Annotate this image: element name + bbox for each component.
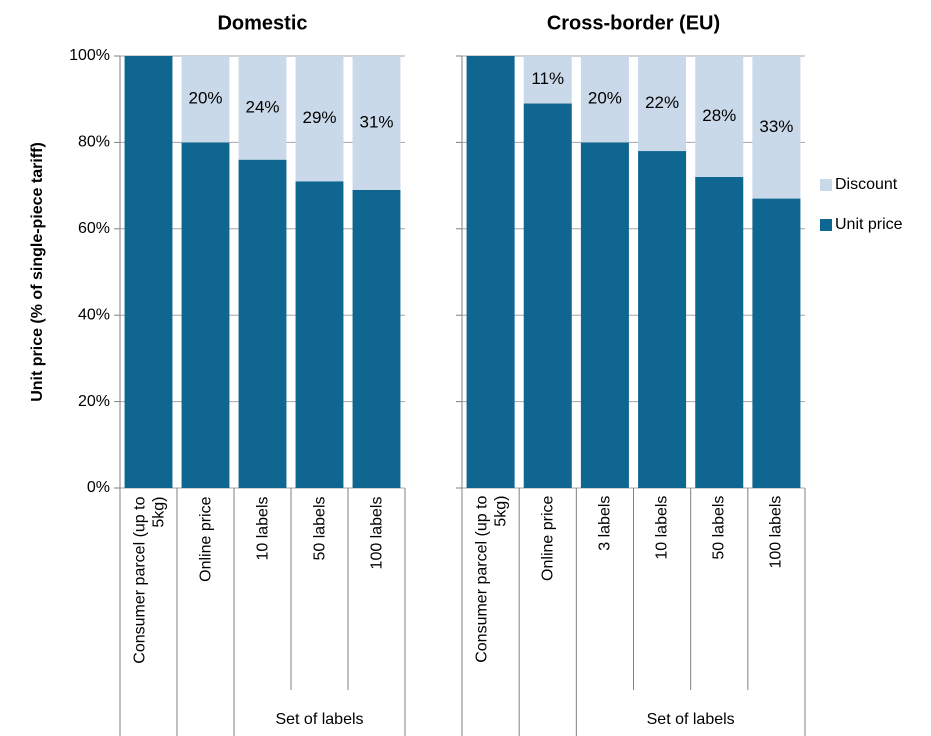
bar-segment <box>181 56 230 143</box>
x-tick-label: 50 labels <box>311 496 328 561</box>
x-tick-label: 3 labels <box>596 495 614 552</box>
bar-segment <box>638 56 687 152</box>
bar-segment <box>580 142 629 488</box>
x-tick-label: Consumer parcel (up to 5kg) <box>130 496 167 664</box>
data-label: 31% <box>359 112 393 131</box>
y-tick-label: 40% <box>78 306 110 323</box>
x-tick-label: Online price <box>197 496 214 582</box>
y-tick-label: 80% <box>78 134 110 151</box>
y-tick-label: 100% <box>69 47 110 64</box>
bar-segment <box>295 56 344 182</box>
bar-segment <box>352 189 401 489</box>
data-label: 29% <box>302 108 336 127</box>
data-label: 22% <box>645 93 679 112</box>
bar-segment <box>466 56 515 488</box>
bar-segment <box>523 103 572 489</box>
legend-label: Discount <box>835 176 898 193</box>
data-label: 20% <box>188 89 222 108</box>
y-axis-title: Unit price (% of single-piece tariff) <box>29 142 46 402</box>
x-tick-label: 10 labels <box>254 496 271 561</box>
bar-segment <box>695 56 744 177</box>
data-label: 20% <box>588 89 622 108</box>
x-tick-label: 100 labels <box>368 496 385 569</box>
y-tick-label: 60% <box>78 220 110 237</box>
bar-segment <box>752 198 801 488</box>
bar-segment <box>580 56 629 143</box>
x-tick-label: 50 labels <box>710 495 728 561</box>
data-label: 33% <box>759 117 793 136</box>
y-tick-label: 0% <box>87 479 110 496</box>
chart-title: Domestic <box>217 12 307 34</box>
bar-segment <box>695 176 744 488</box>
data-label: 11% <box>531 69 564 88</box>
bar-segment <box>238 159 287 488</box>
group-label: Set of labels <box>275 711 363 728</box>
bar-segment <box>523 56 572 104</box>
data-label: 24% <box>245 97 279 116</box>
y-tick-label: 20% <box>78 393 110 410</box>
legend-swatch <box>820 219 832 231</box>
bar-segment <box>295 181 344 488</box>
bar-segment <box>352 56 401 190</box>
data-label: 28% <box>702 106 736 125</box>
x-tick-label: 10 labels <box>653 495 671 561</box>
legend-swatch <box>820 179 832 191</box>
x-tick-label: Consumer parcel (up to 5kg) <box>472 495 509 664</box>
bar-segment <box>181 142 230 488</box>
group-label: Set of labels <box>647 711 735 728</box>
x-tick-label: Online price <box>539 495 557 582</box>
legend-label: Unit price <box>835 216 903 233</box>
bar-segment <box>752 56 801 199</box>
x-tick-label: 100 labels <box>767 495 785 569</box>
bar-segment <box>638 151 687 489</box>
bar-segment <box>238 56 287 160</box>
chart-title: Cross-border (EU) <box>547 12 720 34</box>
bar-segment <box>124 56 173 488</box>
